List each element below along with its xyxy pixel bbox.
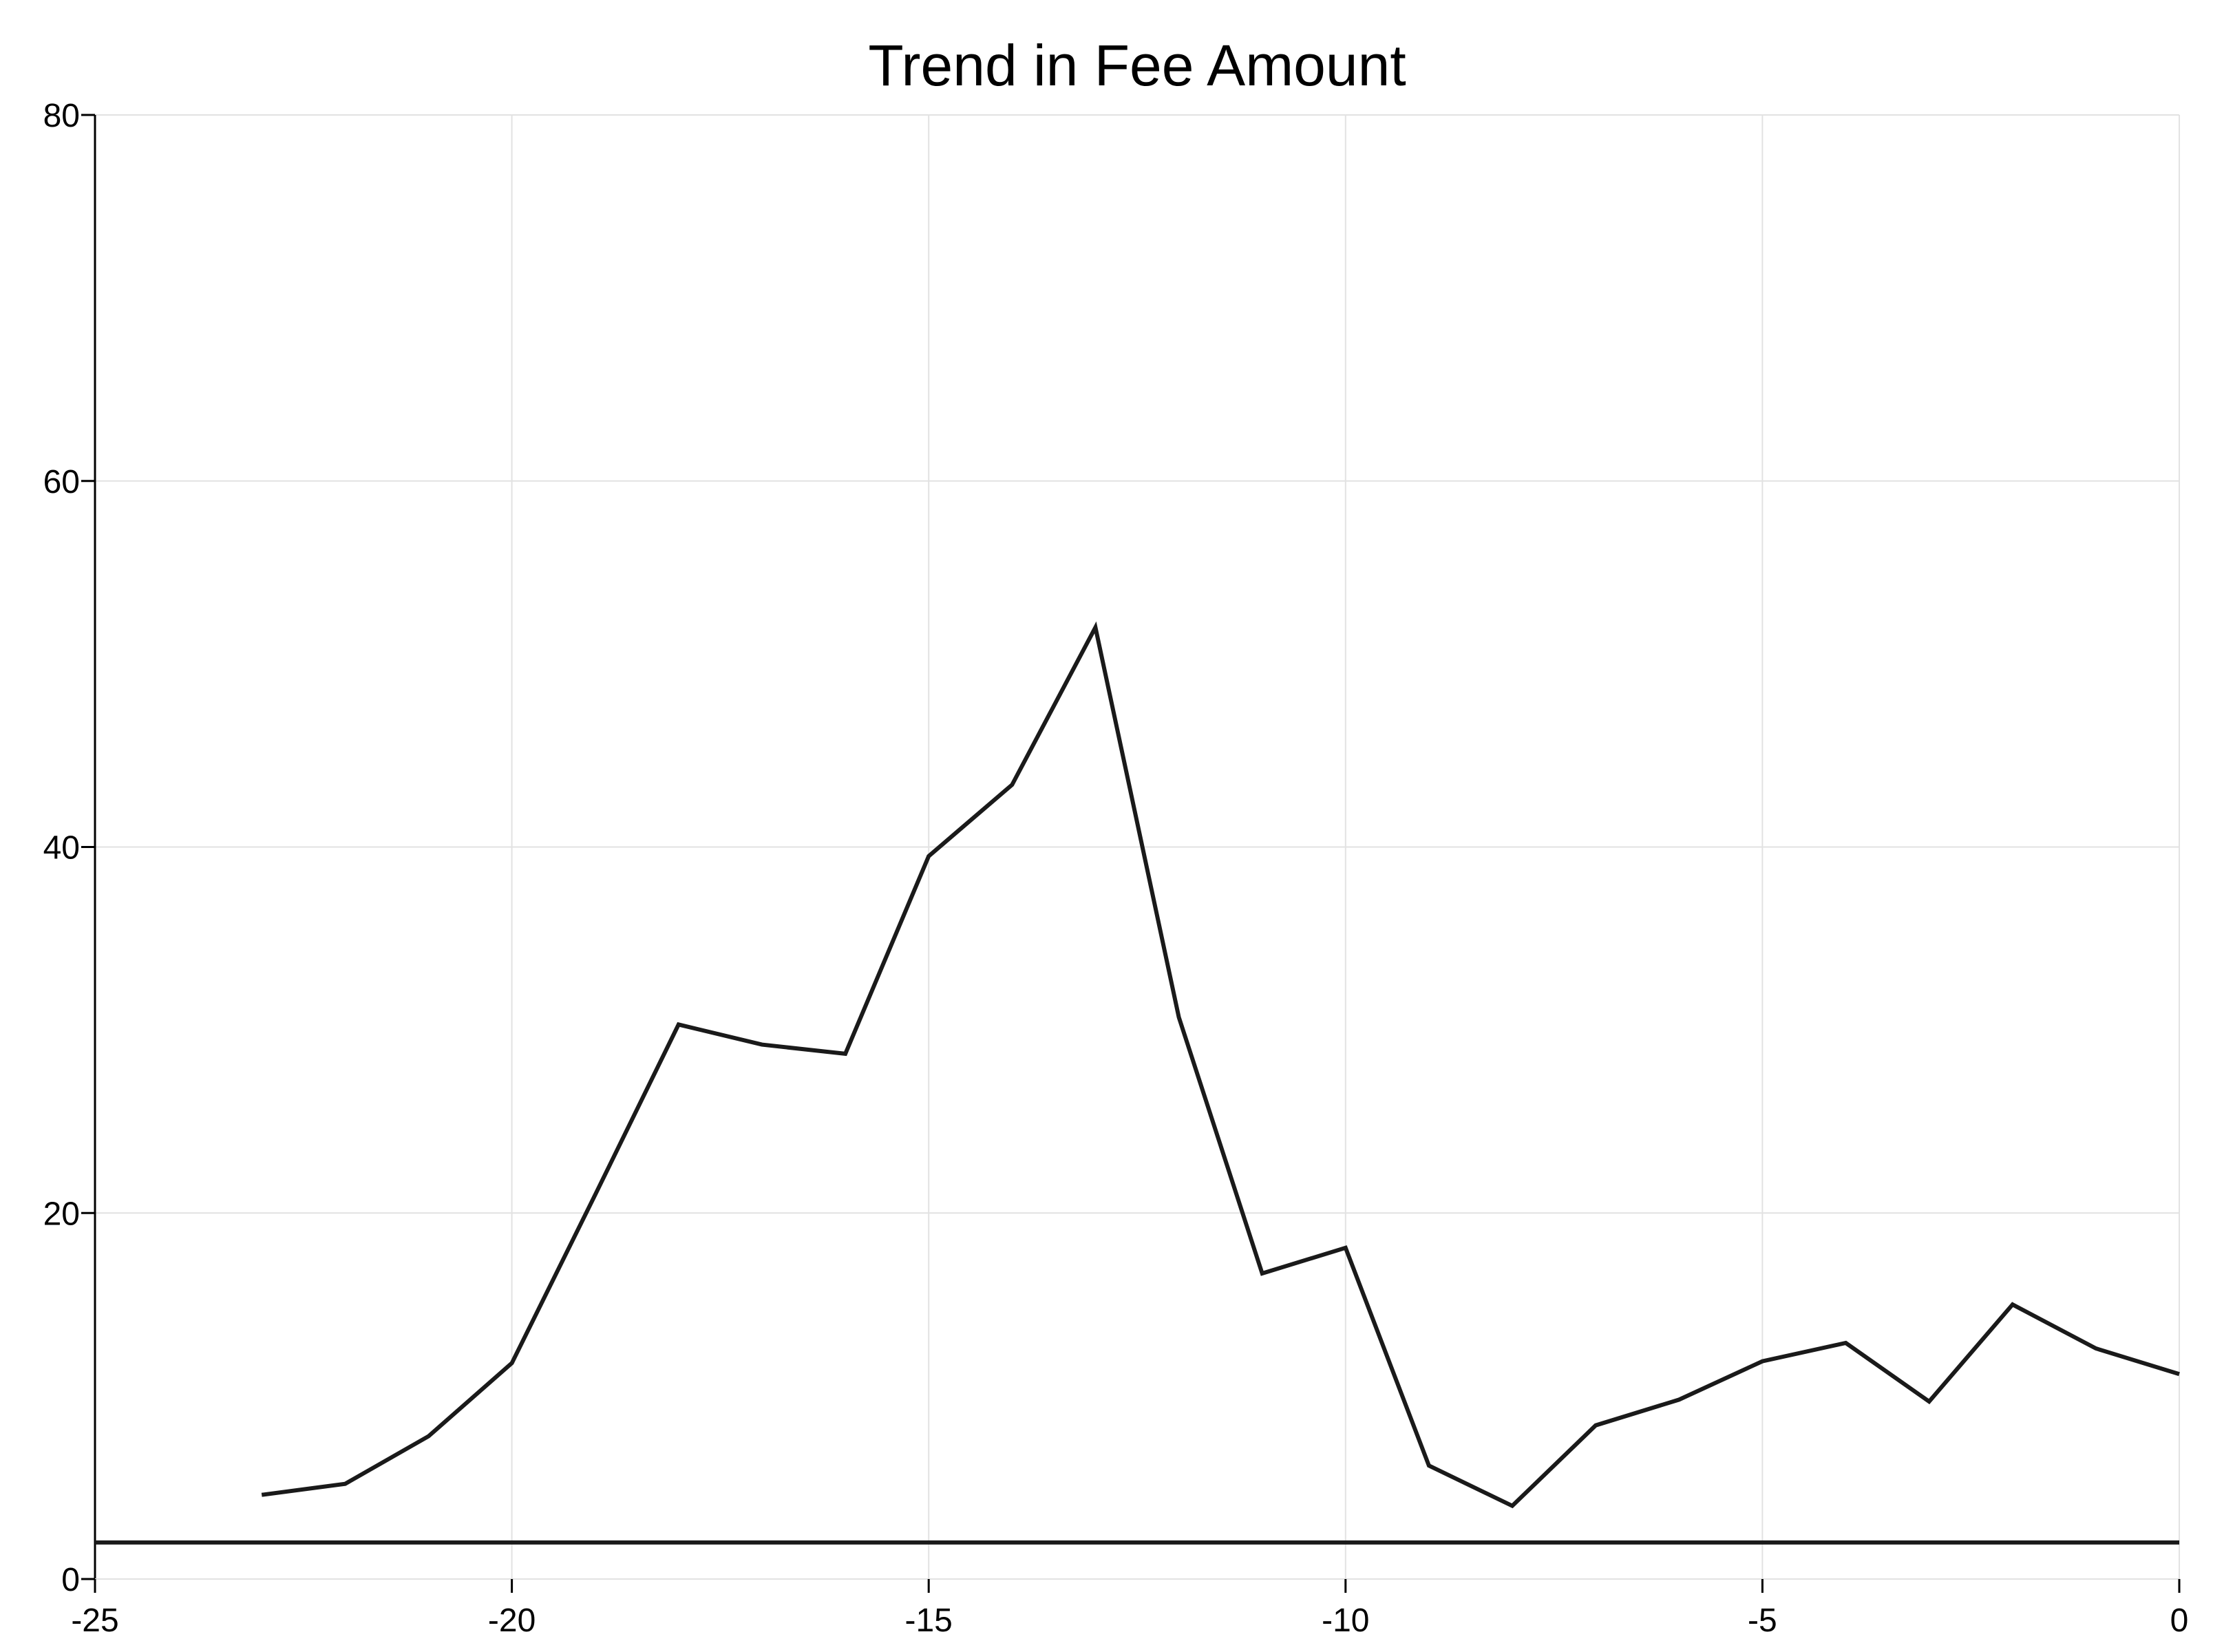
x-tick-label: -20 xyxy=(488,1602,536,1639)
y-tick-label: 80 xyxy=(43,98,80,134)
grid xyxy=(95,114,2180,1579)
chart-title: Trend in Fee Amount xyxy=(868,33,1406,98)
x-tick-label: -25 xyxy=(71,1602,118,1639)
x-tick-label: -15 xyxy=(905,1602,953,1639)
y-tick-label: 0 xyxy=(61,1562,80,1598)
x-tick-label: -5 xyxy=(1748,1602,1777,1639)
x-tick-label: 0 xyxy=(2170,1602,2189,1639)
y-tick-label: 60 xyxy=(43,464,80,500)
x-tick-label: -10 xyxy=(1322,1602,1369,1639)
tick-labels: 0 20 40 60 80 -25 -20 -15 -10 -5 0 xyxy=(43,98,2189,1639)
y-tick-label: 40 xyxy=(43,830,80,867)
series-line xyxy=(261,621,2180,1509)
series xyxy=(95,621,2180,1545)
y-tick-label: 20 xyxy=(43,1196,80,1232)
